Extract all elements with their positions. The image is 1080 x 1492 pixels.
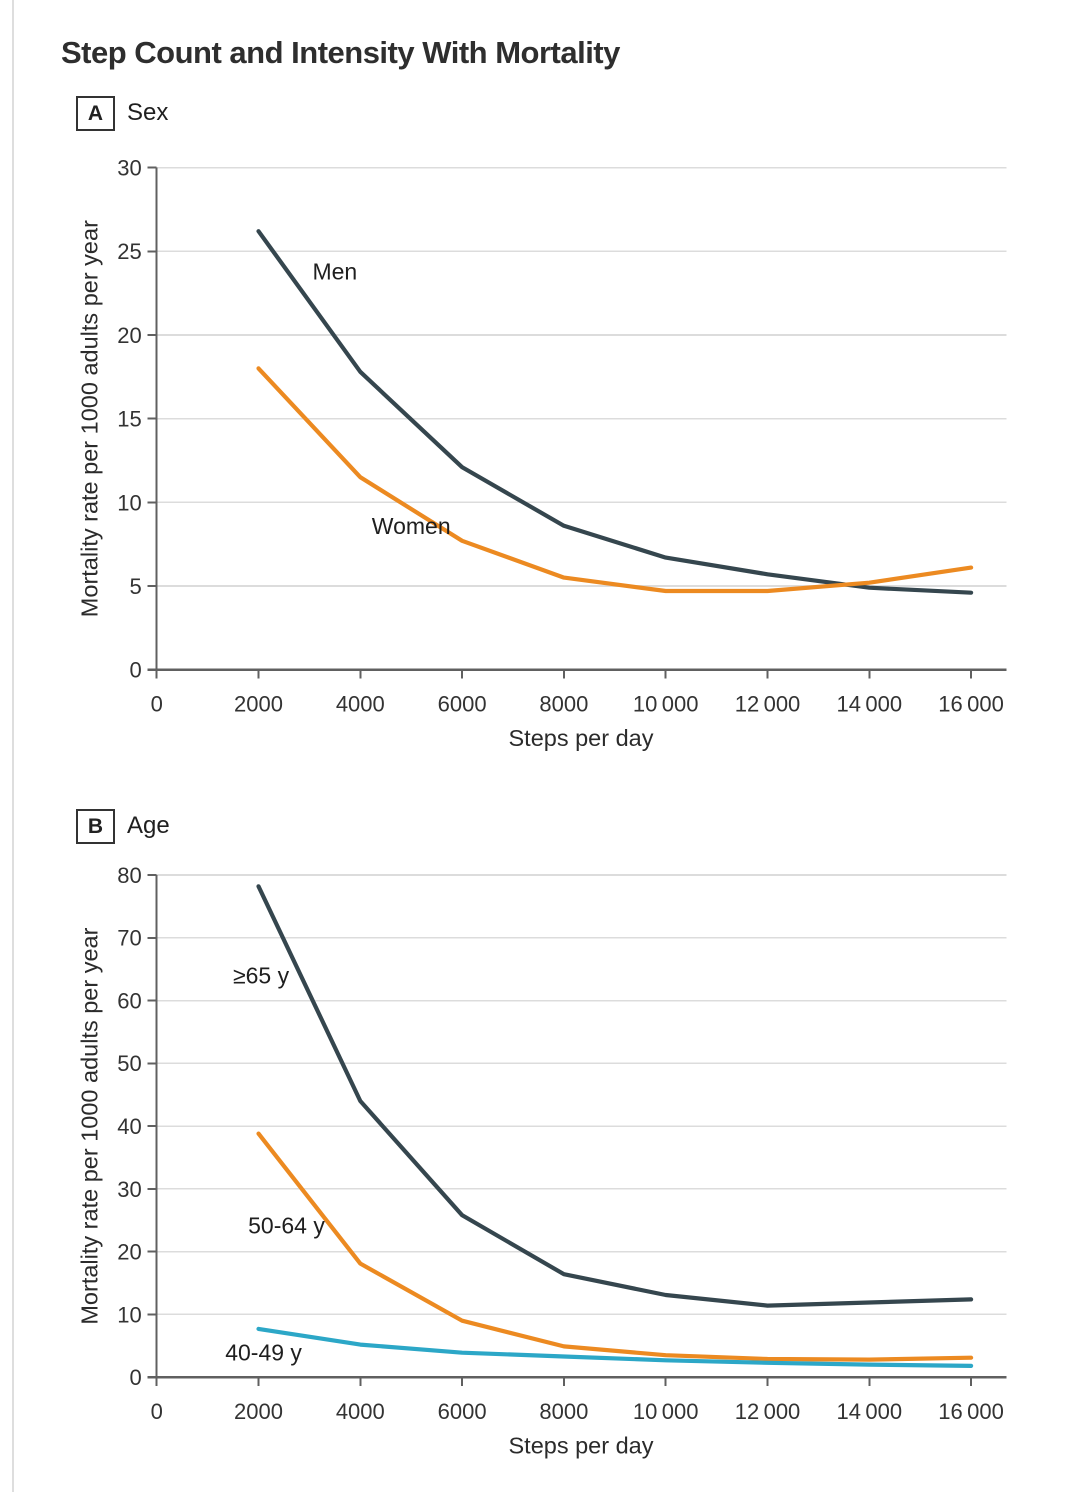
- panel-b-series-40-49-y-line: [256, 1326, 974, 1369]
- svg-text:30: 30: [117, 156, 141, 181]
- svg-text:14 000: 14 000: [837, 1399, 903, 1424]
- svg-text:8000: 8000: [539, 1399, 588, 1424]
- svg-text:5: 5: [129, 574, 141, 599]
- svg-text:10: 10: [117, 1302, 141, 1327]
- svg-text:4000: 4000: [336, 1399, 385, 1424]
- panel-a-series-women-label: Women: [372, 513, 451, 539]
- svg-text:14 000: 14 000: [837, 692, 903, 717]
- panel-b-x-tick-labels: 0 2000 4000 6000 8000 10 000 12 000 14 000 16 00…: [151, 1399, 1004, 1424]
- svg-text:6000: 6000: [438, 692, 487, 717]
- svg-text:80: 80: [117, 863, 141, 888]
- svg-text:50: 50: [117, 1051, 141, 1076]
- svg-text:12 000: 12 000: [735, 692, 801, 717]
- panel-b-title: Age: [127, 812, 170, 839]
- svg-text:16 000: 16 000: [938, 1399, 1004, 1424]
- svg-text:8000: 8000: [539, 692, 588, 717]
- panel-a-series-men-label: Men: [312, 259, 357, 285]
- svg-text:12 000: 12 000: [735, 1399, 801, 1424]
- svg-text:10: 10: [117, 490, 141, 515]
- svg-text:2000: 2000: [234, 692, 283, 717]
- svg-text:15: 15: [117, 407, 141, 432]
- svg-text:10 000: 10 000: [633, 1399, 699, 1424]
- svg-text:40: 40: [117, 1114, 141, 1139]
- panel-b-y-tick-labels: 0 10 20 30 40 50 60 70 80: [117, 863, 141, 1390]
- panel-b-series-65-y-line: [256, 884, 974, 1308]
- svg-text:25: 25: [117, 239, 141, 264]
- panel-b-y-axis-title: Mortality rate per 1000 adults per year: [76, 927, 102, 1324]
- panel-a-letter-box: A: [76, 96, 115, 131]
- panel-b-letter: B: [87, 814, 104, 838]
- panel-a-series-women-line: [256, 366, 974, 594]
- svg-text:10 000: 10 000: [633, 692, 699, 717]
- panel-a-y-tick-labels: 0 5 10 15 20 25 30: [117, 156, 141, 683]
- svg-text:2000: 2000: [234, 1399, 283, 1424]
- panel-b-x-axis-title: Steps per day: [508, 1433, 653, 1459]
- panel-a-title: Sex: [127, 99, 169, 126]
- svg-text:16 000: 16 000: [938, 692, 1004, 717]
- panel-a-gridlines: [156, 166, 1007, 587]
- panel-b-axes: [147, 874, 1007, 1387]
- panel-a-letter: A: [87, 101, 104, 125]
- svg-text:6000: 6000: [438, 1399, 487, 1424]
- panel-b-gridlines: [156, 874, 1007, 1316]
- figure-title: Step Count and Intensity With Mortality: [61, 34, 620, 70]
- panel-a-axes: [147, 166, 1007, 679]
- svg-text:4000: 4000: [336, 692, 385, 717]
- panel-a-x-axis-title: Steps per day: [508, 725, 653, 751]
- panel-b-series-50-64-y-label: 50-64 y: [248, 1213, 325, 1239]
- svg-text:70: 70: [117, 926, 141, 951]
- page-left-rule: [12, 0, 14, 1492]
- svg-text:30: 30: [117, 1177, 141, 1202]
- panel-b-series-40-49-y-label: 40-49 y: [225, 1339, 302, 1365]
- panel-b-series-50-64-y-line: [256, 1131, 974, 1362]
- panel-b-plot: 0 10 20 30 40 50 60 70 80 0 2000 4000 6000 8000 10 000…: [76, 863, 1007, 1459]
- panel-a-series-men-line: [256, 229, 974, 595]
- svg-text:20: 20: [117, 1240, 141, 1265]
- svg-text:20: 20: [117, 323, 141, 348]
- svg-text:0: 0: [129, 658, 141, 683]
- svg-text:0: 0: [151, 1399, 163, 1424]
- svg-text:0: 0: [129, 1365, 141, 1390]
- svg-text:0: 0: [151, 692, 163, 717]
- panel-b-series-65-y-label: ≥65 y: [233, 963, 290, 989]
- panel-a-y-axis-title: Mortality rate per 1000 adults per year: [76, 220, 102, 617]
- panel-b-letter-box: B: [76, 809, 115, 844]
- panel-a-plot: 0 5 10 15 20 25 30 0 2000 4000 6000 8000 10 000 12 00…: [76, 156, 1007, 751]
- panel-a-x-tick-labels: 0 2000 4000 6000 8000 10 000 12 000 14 000 16 00…: [151, 692, 1004, 717]
- svg-text:60: 60: [117, 988, 141, 1013]
